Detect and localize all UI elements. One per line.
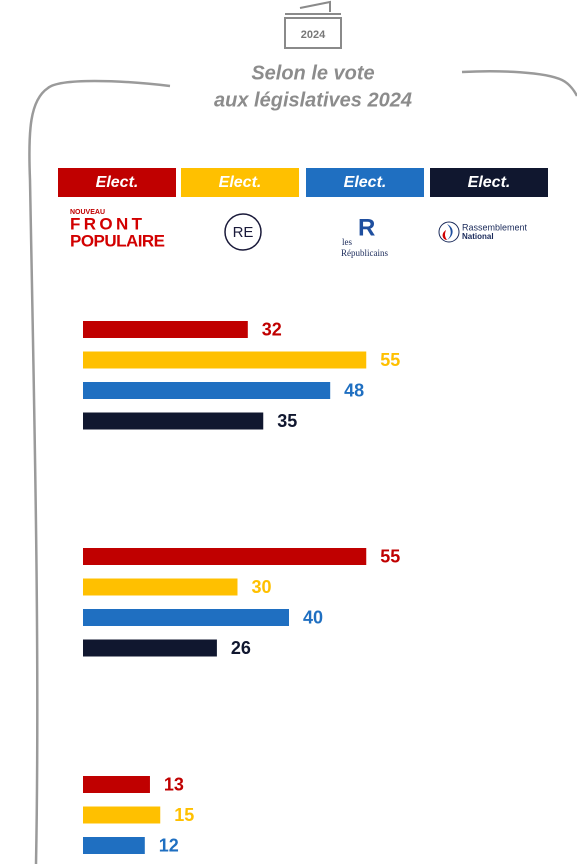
- bar: [83, 639, 217, 657]
- legend-label: Elect.: [344, 174, 387, 191]
- value-label: 13: [164, 774, 184, 794]
- logo-text: Rassemblement: [462, 222, 528, 232]
- bar: [83, 776, 150, 793]
- legend-label: Elect.: [468, 174, 511, 191]
- value-label: 35: [277, 411, 297, 431]
- legend-swatch: [181, 168, 299, 197]
- logo-text: National: [462, 232, 494, 241]
- title-line: aux législatives 2024: [214, 89, 412, 111]
- logo-lr: les R Républicains: [341, 214, 388, 258]
- badge: 2024: [301, 29, 326, 41]
- logo-re: RE: [224, 213, 262, 251]
- logo-text: POPULAIRE: [70, 231, 165, 250]
- frame-left: [28, 79, 171, 864]
- bar: [83, 548, 367, 565]
- value-label: 15: [174, 805, 194, 825]
- bar: [83, 412, 264, 430]
- legend-swatch: [58, 168, 176, 197]
- ballot-box: [284, 0, 342, 49]
- frame-right: [461, 70, 577, 97]
- logo-text: FRONT: [70, 214, 143, 233]
- value-label: 48: [344, 380, 364, 400]
- logo-text: Républicains: [341, 248, 388, 258]
- value-label: 55: [380, 546, 400, 566]
- bar: [83, 382, 331, 399]
- logo-nfp: NOUVEAU FRONT POPULAIRE: [70, 209, 165, 251]
- logo-text: NOUVEAU: [70, 209, 105, 216]
- bar: [83, 837, 145, 854]
- logo-text: les: [342, 237, 352, 247]
- legend-label: Elect.: [219, 174, 262, 191]
- bar: [83, 321, 248, 338]
- value-label: 12: [159, 835, 179, 855]
- value-label: 55: [380, 350, 400, 370]
- value-label: 26: [231, 638, 251, 658]
- legend-swatch: [430, 168, 548, 197]
- bar: [83, 351, 367, 369]
- logo-text: R: [358, 214, 375, 241]
- logo-rn: Rassemblement National: [438, 221, 528, 243]
- bar: [83, 609, 289, 626]
- logo-text: RE: [233, 224, 254, 241]
- value-label: 32: [262, 319, 282, 339]
- legend-swatch: [306, 168, 424, 197]
- bar: [83, 578, 238, 596]
- legend-label: Elect.: [96, 174, 139, 191]
- title-line: Selon le vote: [251, 62, 374, 84]
- value-label: 30: [251, 577, 271, 597]
- bar: [83, 806, 161, 824]
- value-label: 40: [303, 607, 323, 627]
